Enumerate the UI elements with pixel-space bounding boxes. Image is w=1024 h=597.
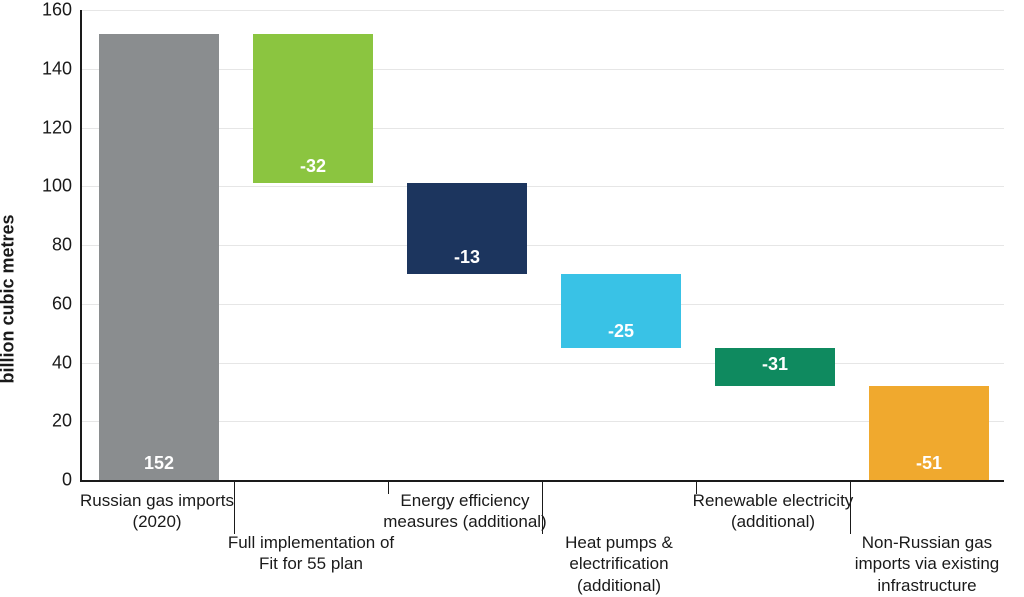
y-tick-label: 100 <box>42 176 72 197</box>
bar-value-label: -25 <box>608 321 634 342</box>
waterfall-bar: 152 <box>99 34 219 481</box>
waterfall-bar: -13 <box>407 183 527 274</box>
bar-value-label: -32 <box>300 156 326 177</box>
gridline <box>82 10 1004 11</box>
x-axis-area: Russian gas imports (2020)Full implement… <box>80 482 1004 592</box>
waterfall-bar: -51 <box>869 386 989 480</box>
y-tick-label: 140 <box>42 58 72 79</box>
waterfall-chart: billion cubic metres 0 20 40 60 80 100 120 140 1… <box>0 0 1024 597</box>
waterfall-bar: -25 <box>561 274 681 347</box>
y-tick-label: 0 <box>62 470 72 491</box>
bar-value-label: 152 <box>144 453 174 474</box>
x-category-label: Full implementation of Fit for 55 plan <box>226 532 395 575</box>
plot-area: 020406080100120140160152-32-13-25-31-51 <box>80 10 1004 482</box>
bar-value-label: -51 <box>916 453 942 474</box>
gridline <box>82 128 1004 129</box>
y-tick-label: 60 <box>52 293 72 314</box>
gridline <box>82 363 1004 364</box>
gridline <box>82 245 1004 246</box>
x-category-label: Russian gas imports (2020) <box>72 490 241 533</box>
y-axis-label: billion cubic metres <box>0 214 19 383</box>
y-tick-label: 160 <box>42 0 72 21</box>
waterfall-bar: -31 <box>715 348 835 386</box>
waterfall-bar: -32 <box>253 34 373 184</box>
y-tick-label: 40 <box>52 352 72 373</box>
gridline <box>82 421 1004 422</box>
bar-value-label: -31 <box>762 354 788 375</box>
gridline <box>82 186 1004 187</box>
y-tick-label: 80 <box>52 235 72 256</box>
y-tick-label: 120 <box>42 117 72 138</box>
x-category-label: Non-Russian gas imports via existing inf… <box>842 532 1011 596</box>
y-tick-label: 20 <box>52 411 72 432</box>
bar-value-label: -13 <box>454 247 480 268</box>
gridline <box>82 304 1004 305</box>
x-category-label: Renewable electricity (additional) <box>688 490 857 533</box>
x-category-label: Energy efficiency measures (additional) <box>380 490 549 533</box>
x-category-label: Heat pumps & electrification (additional… <box>534 532 703 596</box>
gridline <box>82 69 1004 70</box>
